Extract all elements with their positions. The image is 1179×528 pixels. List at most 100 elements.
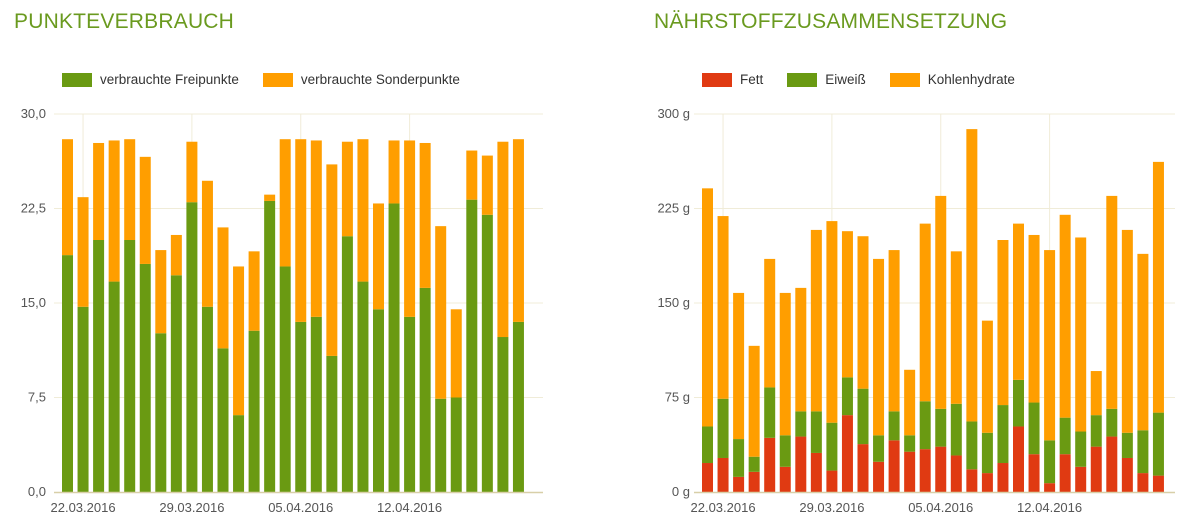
nutrients-x-tick-label: 22.03.2016 [691,500,756,515]
nutrients-bar-kohlenhydrate [950,251,962,404]
legend-label-sonderpunkte: verbrauchte Sonderpunkte [300,72,460,87]
points-bar-verbrauchte-sonderpunkte [295,139,307,322]
legend-item-sonderpunkte[interactable]: verbrauchte Sonderpunkte [262,72,460,87]
points-bar-verbrauchte-freipunkte [466,199,478,492]
nutrients-bar-kohlenhydrate [1137,253,1149,431]
points-bar-verbrauchte-freipunkte [481,214,493,493]
nutrients-bar-fett [764,437,776,492]
nutrients-bar-kohlenhydrate [1059,214,1071,418]
nutrients-bar-kohlenhydrate [779,292,791,436]
points-bar-verbrauchte-freipunkte [388,203,400,492]
points-bar-verbrauchte-sonderpunkte [481,155,493,215]
nutrients-bar-eiweiß [1090,415,1102,447]
legend-swatch-eiweiss [787,72,818,87]
nutrients-bar-eiweiß [1137,430,1149,474]
points-bar-verbrauchte-freipunkte [404,316,416,492]
points-bar-verbrauchte-freipunkte [435,398,447,492]
nutrients-bar-fett [1152,475,1164,492]
nutrients-bar-fett [810,452,822,492]
nutrients-bar-fett [950,455,962,492]
nutrients-bar-eiweiß [1075,431,1087,467]
nutrients-bar-eiweiß [904,435,916,452]
points-bar-verbrauchte-freipunkte [233,415,245,492]
points-bar-verbrauchte-sonderpunkte [186,141,198,203]
nutrients-bar-eiweiß [935,408,947,447]
nutrients-bar-fett [826,470,838,492]
nutrients-bar-eiweiß [795,411,807,437]
points-bar-verbrauchte-sonderpunkte [170,234,182,276]
nutrients-bar-eiweiß [888,411,900,441]
nutrients-bar-kohlenhydrate [857,236,869,389]
legend-label-freipunkte: verbrauchte Freipunkte [100,72,239,87]
nutrients-bar-kohlenhydrate [810,229,822,412]
nutrients-bar-eiweiß [1106,408,1118,437]
nutrients-bar-kohlenhydrate [1121,229,1133,433]
legend-label-fett: Fett [740,72,764,87]
points-bar-verbrauchte-freipunkte [217,348,229,492]
points-bar-verbrauchte-freipunkte [155,333,167,492]
points-bar-verbrauchte-freipunkte [248,330,260,492]
nutrients-bar-eiweiß [873,435,885,462]
nutrients-bar-kohlenhydrate [919,223,931,402]
nutrients-bar-fett [1121,457,1133,492]
nutrients-bar-fett [1137,473,1149,492]
nutrients-bar-eiweiß [1044,440,1056,484]
points-chart-panel: PUNKTEVERBRAUCH verbrauchte Freipunkte v… [0,0,560,528]
legend-item-freipunkte[interactable]: verbrauchte Freipunkte [62,72,239,87]
nutrients-x-tick-label: 12.04.2016 [1017,500,1082,515]
points-bar-verbrauchte-sonderpunkte [310,140,322,317]
nutrients-bar-kohlenhydrate [748,345,760,457]
nutrients-bar-eiweiß [966,421,978,470]
legend-item-fett[interactable]: Fett [702,72,763,87]
nutrients-y-tick-label: 225 g [657,201,690,216]
points-bar-verbrauchte-sonderpunkte [512,139,524,322]
points-bar-verbrauchte-freipunkte [124,240,136,492]
nutrients-bar-kohlenhydrate [826,221,838,423]
legend-item-kohlenhydrate[interactable]: Kohlenhydrate [889,72,1015,87]
nutrients-y-tick-label: 150 g [657,295,690,310]
points-bar-verbrauchte-sonderpunkte [248,251,260,331]
points-bar-verbrauchte-sonderpunkte [388,140,400,204]
points-bar-verbrauchte-sonderpunkte [404,140,416,317]
points-bar-verbrauchte-sonderpunkte [450,309,462,398]
points-bar-verbrauchte-sonderpunkte [139,156,151,264]
points-bar-verbrauchte-sonderpunkte [62,139,73,256]
nutrients-bar-eiweiß [981,432,993,474]
nutrients-bar-eiweiß [1013,379,1024,427]
nutrients-bar-eiweiß [810,411,822,453]
points-x-tick-label: 22.03.2016 [51,500,116,515]
nutrients-bar-kohlenhydrate [997,240,1009,406]
points-bar-verbrauchte-sonderpunkte [357,139,369,282]
points-bar-verbrauchte-sonderpunkte [435,226,447,399]
nutrients-bar-eiweiß [1028,402,1040,455]
nutrients-bar-fett [1028,454,1040,492]
nutrients-bar-fett [748,471,760,492]
nutrients-bar-eiweiß [841,377,853,416]
nutrients-bar-eiweiß [717,398,729,458]
points-bar-verbrauchte-freipunkte [419,287,431,492]
legend-label-eiweiss: Eiweiß [825,72,866,87]
nutrients-bar-eiweiß [748,456,760,472]
nutrients-bar-kohlenhydrate [981,320,993,433]
nutrients-bar-fett [919,449,931,492]
nutrients-bar-eiweiß [826,422,838,471]
nutrients-bar-kohlenhydrate [873,258,885,436]
points-bar-verbrauchte-freipunkte [186,202,198,492]
nutrients-bar-fett [841,415,853,492]
legend-swatch-freipunkte [62,72,92,87]
nutrients-bar-eiweiß [857,388,869,445]
points-chart-title: PUNKTEVERBRAUCH [14,10,235,33]
nutrients-x-tick-label: 29.03.2016 [799,500,864,515]
nutrients-bar-kohlenhydrate [733,292,745,440]
nutrients-bar-eiweiß [997,405,1009,464]
nutrients-bar-eiweiß [919,401,931,450]
nutrients-bar-fett [795,436,807,492]
points-bar-verbrauchte-freipunkte [139,263,151,492]
points-chart-svg: 0,0 7,5 15,0 22,5 30,0 22.03.2016 29.03.2016 05… [21,106,543,515]
points-y-tick-label: 7,5 [28,390,46,405]
points-bar-verbrauchte-sonderpunkte [419,142,431,288]
legend-item-eiweiss[interactable]: Eiweiß [787,72,866,87]
legend-label-kohlenhydrate: Kohlenhydrate [927,72,1015,87]
points-bar-verbrauchte-freipunkte [108,281,120,492]
nutrients-bar-fett [966,469,978,492]
